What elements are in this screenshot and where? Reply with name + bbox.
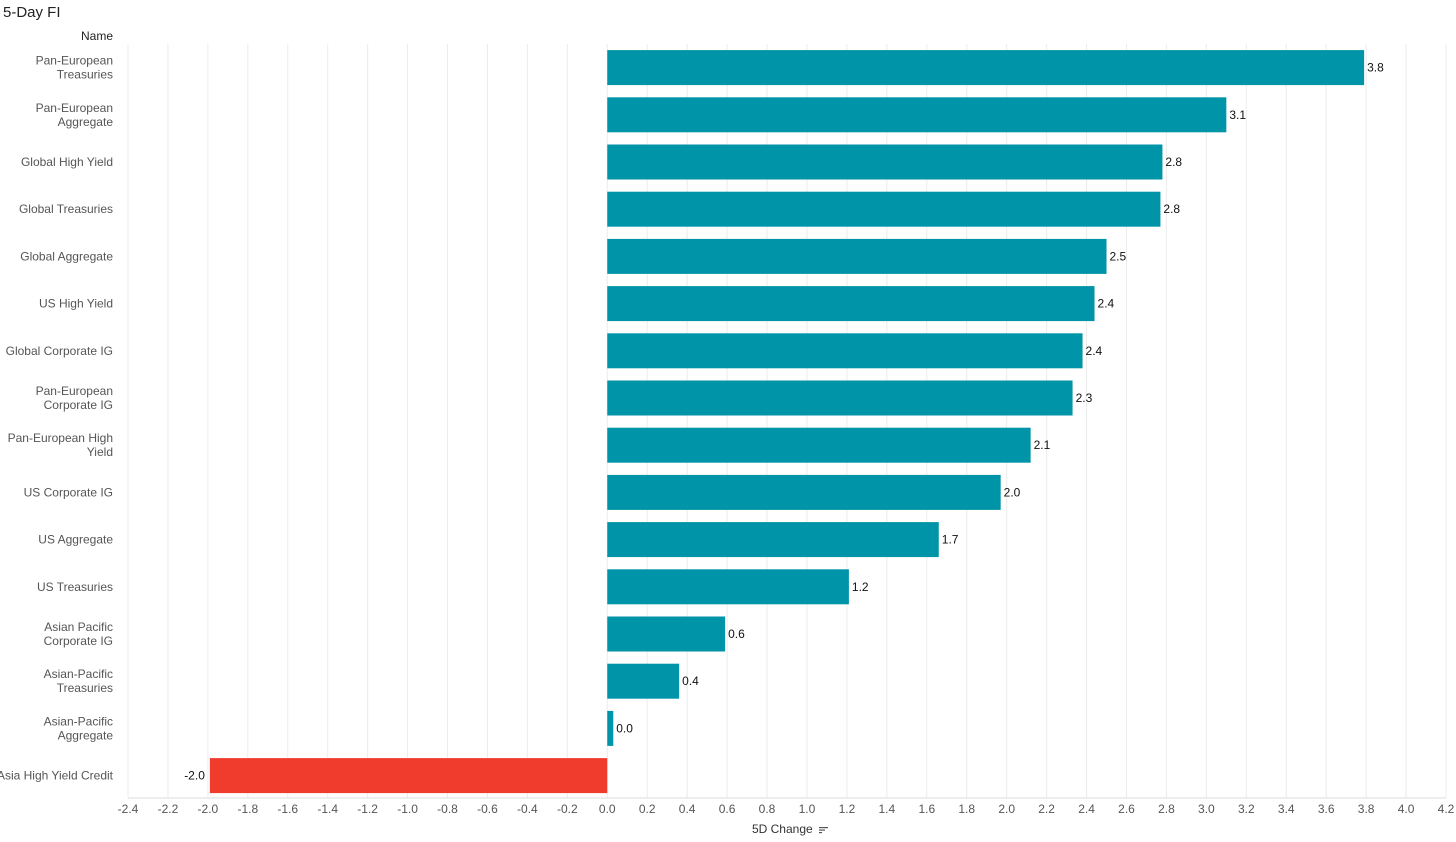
x-tick-label: 2.0	[998, 802, 1015, 816]
chart-title: 5-Day FI	[3, 4, 61, 21]
data-label: 2.0	[1004, 485, 1021, 499]
x-tick-label: -1.8	[237, 802, 258, 816]
category-label: Asia High Yield Credit	[0, 769, 114, 783]
bar[interactable]	[607, 663, 680, 699]
x-axis-title-container: 5D Change	[700, 822, 880, 836]
data-label: 2.5	[1110, 249, 1127, 263]
bar[interactable]	[607, 569, 849, 605]
x-tick-label: -1.0	[397, 802, 418, 816]
data-label: 0.0	[616, 721, 633, 735]
x-tick-label: 3.2	[1238, 802, 1255, 816]
category-label: Asian-Pacific Aggregate	[44, 714, 114, 742]
x-tick-label: 1.0	[799, 802, 816, 816]
data-label: 0.6	[728, 627, 745, 641]
x-tick-label: -1.4	[317, 802, 338, 816]
x-tick-label: -2.2	[158, 802, 179, 816]
category-label: Asian-Pacific Treasuries	[44, 667, 113, 695]
bar[interactable]	[607, 333, 1083, 369]
x-tick-label: 2.8	[1158, 802, 1175, 816]
x-tick-label: 0.4	[679, 802, 696, 816]
bar[interactable]	[607, 616, 726, 652]
x-tick-label: 2.6	[1118, 802, 1135, 816]
x-tick-label: -0.4	[517, 802, 538, 816]
category-label: US Aggregate	[38, 533, 113, 547]
bar[interactable]	[209, 758, 608, 794]
x-tick-label: 2.4	[1078, 802, 1095, 816]
x-tick-label: 3.0	[1198, 802, 1215, 816]
category-label: Asian Pacific Corporate IG	[44, 620, 113, 648]
x-tick-label: 2.2	[1038, 802, 1055, 816]
x-tick-label: -1.6	[277, 802, 298, 816]
x-tick-label: -0.6	[477, 802, 498, 816]
category-label: Global Aggregate	[20, 249, 113, 263]
label-layer: 3.8 Pan-European Treasuries 3.1 Pan-European…	[0, 54, 1384, 783]
category-label: Pan-European Aggregate	[36, 101, 114, 129]
data-label: 2.8	[1165, 155, 1182, 169]
x-tick-label: 3.4	[1278, 802, 1295, 816]
x-tick-label: 1.8	[958, 802, 975, 816]
category-label: Pan-European Corporate IG	[36, 384, 113, 412]
category-label: US Treasuries	[37, 580, 113, 594]
x-tick-label: -0.2	[557, 802, 578, 816]
category-label: Global Corporate IG	[6, 344, 113, 358]
bar[interactable]	[607, 380, 1073, 416]
bar[interactable]	[607, 286, 1095, 322]
category-label: Pan-European Treasuries	[36, 54, 113, 82]
x-tick-label: 3.8	[1358, 802, 1375, 816]
bar[interactable]	[607, 191, 1161, 227]
x-tick-label: -1.2	[357, 802, 378, 816]
data-label: 2.8	[1163, 202, 1180, 216]
x-tick-label: 3.6	[1318, 802, 1335, 816]
x-tick-label: 0.6	[719, 802, 736, 816]
data-label: 1.2	[852, 580, 869, 594]
x-tick-label: 1.6	[918, 802, 935, 816]
bar[interactable]	[607, 427, 1031, 463]
x-tick-label: 0.2	[639, 802, 656, 816]
data-label: -2.0	[184, 769, 205, 783]
bar[interactable]	[607, 710, 614, 746]
x-tick-label: 0.0	[599, 802, 616, 816]
bar[interactable]	[607, 50, 1365, 86]
data-label: 2.1	[1034, 438, 1051, 452]
category-label: Global Treasuries	[19, 202, 113, 216]
x-tick-label: 1.4	[879, 802, 896, 816]
category-label: US Corporate IG	[24, 485, 113, 499]
data-label: 3.8	[1367, 61, 1384, 75]
x-tick-label: -2.4	[118, 802, 139, 816]
bar[interactable]	[607, 522, 939, 558]
category-label: US High Yield	[39, 297, 113, 311]
x-tick-label: 0.8	[759, 802, 776, 816]
data-label: 1.7	[942, 533, 959, 547]
bar[interactable]	[607, 474, 1001, 510]
bar[interactable]	[607, 238, 1107, 274]
category-label: Pan-European High Yield	[8, 431, 113, 459]
x-tick-label: -0.8	[437, 802, 458, 816]
x-tick-label: -2.0	[198, 802, 219, 816]
sort-icon[interactable]	[819, 826, 829, 834]
x-axis-title[interactable]: 5D Change	[751, 822, 813, 836]
x-tick-label: 1.2	[839, 802, 856, 816]
data-label: 0.4	[682, 674, 699, 688]
data-label: 2.4	[1098, 297, 1115, 311]
x-tick-label: 4.2	[1438, 802, 1455, 816]
category-label: Global High Yield	[21, 155, 113, 169]
bar-layer	[209, 50, 1365, 794]
bar[interactable]	[607, 97, 1227, 133]
data-label: 2.4	[1086, 344, 1103, 358]
x-tick-label: 4.0	[1398, 802, 1415, 816]
data-label: 3.1	[1229, 108, 1246, 122]
tick-layer: -2.4 -2.2 -2.0 -1.8 -1.6 -1.4 -1.2 -1.0 -0.8 -0.6…	[118, 802, 1455, 816]
row-header: Name	[80, 29, 113, 43]
bar[interactable]	[607, 144, 1163, 180]
data-label: 2.3	[1076, 391, 1093, 405]
